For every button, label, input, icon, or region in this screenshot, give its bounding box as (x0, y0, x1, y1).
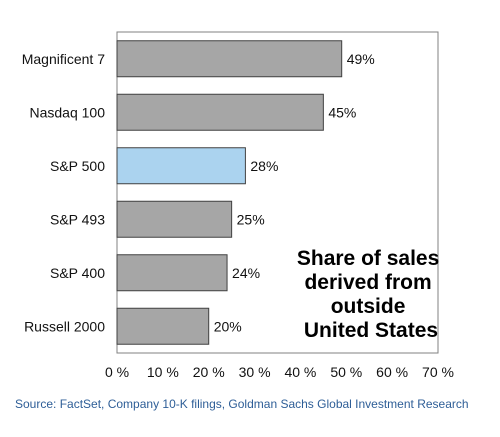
bar (116, 254, 228, 292)
chart-annotation: Share of sales derived from outside Unit… (297, 247, 445, 342)
bar (116, 93, 324, 131)
value-label: 20% (214, 318, 242, 334)
x-tick-label: 30 % (239, 364, 271, 380)
value-label: 28% (250, 158, 278, 174)
source-note: Source: FactSet, Company 10-K filings, G… (15, 397, 469, 411)
x-tick-label: 60 % (376, 364, 408, 380)
bar (116, 200, 233, 238)
annotation-line: outside (331, 295, 406, 318)
category-label: S&P 500 (50, 158, 105, 174)
annotation-line: United States (304, 319, 438, 342)
annotation-line: derived from (304, 271, 431, 294)
x-tick-label: 20 % (193, 364, 225, 380)
x-tick-label: 0 % (105, 364, 129, 380)
value-label: 45% (328, 104, 356, 120)
value-label: 25% (237, 211, 265, 227)
category-label: Nasdaq 100 (29, 104, 105, 120)
x-tick-label: 40 % (284, 364, 316, 380)
plot-frame (116, 31, 439, 354)
x-tick-label: 50 % (330, 364, 362, 380)
category-label: Magnificent 7 (22, 51, 105, 67)
bar (116, 147, 246, 185)
x-tick-label: 10 % (147, 364, 179, 380)
value-label: 49% (347, 51, 375, 67)
category-label: S&P 493 (50, 211, 105, 227)
annotation-line: Share of sales (297, 247, 439, 270)
bar (116, 307, 210, 345)
x-tick-label: 70 % (422, 364, 454, 380)
bar (116, 40, 343, 78)
value-label: 24% (232, 265, 260, 281)
category-label: S&P 400 (50, 265, 105, 281)
category-label: Russell 2000 (24, 318, 105, 334)
